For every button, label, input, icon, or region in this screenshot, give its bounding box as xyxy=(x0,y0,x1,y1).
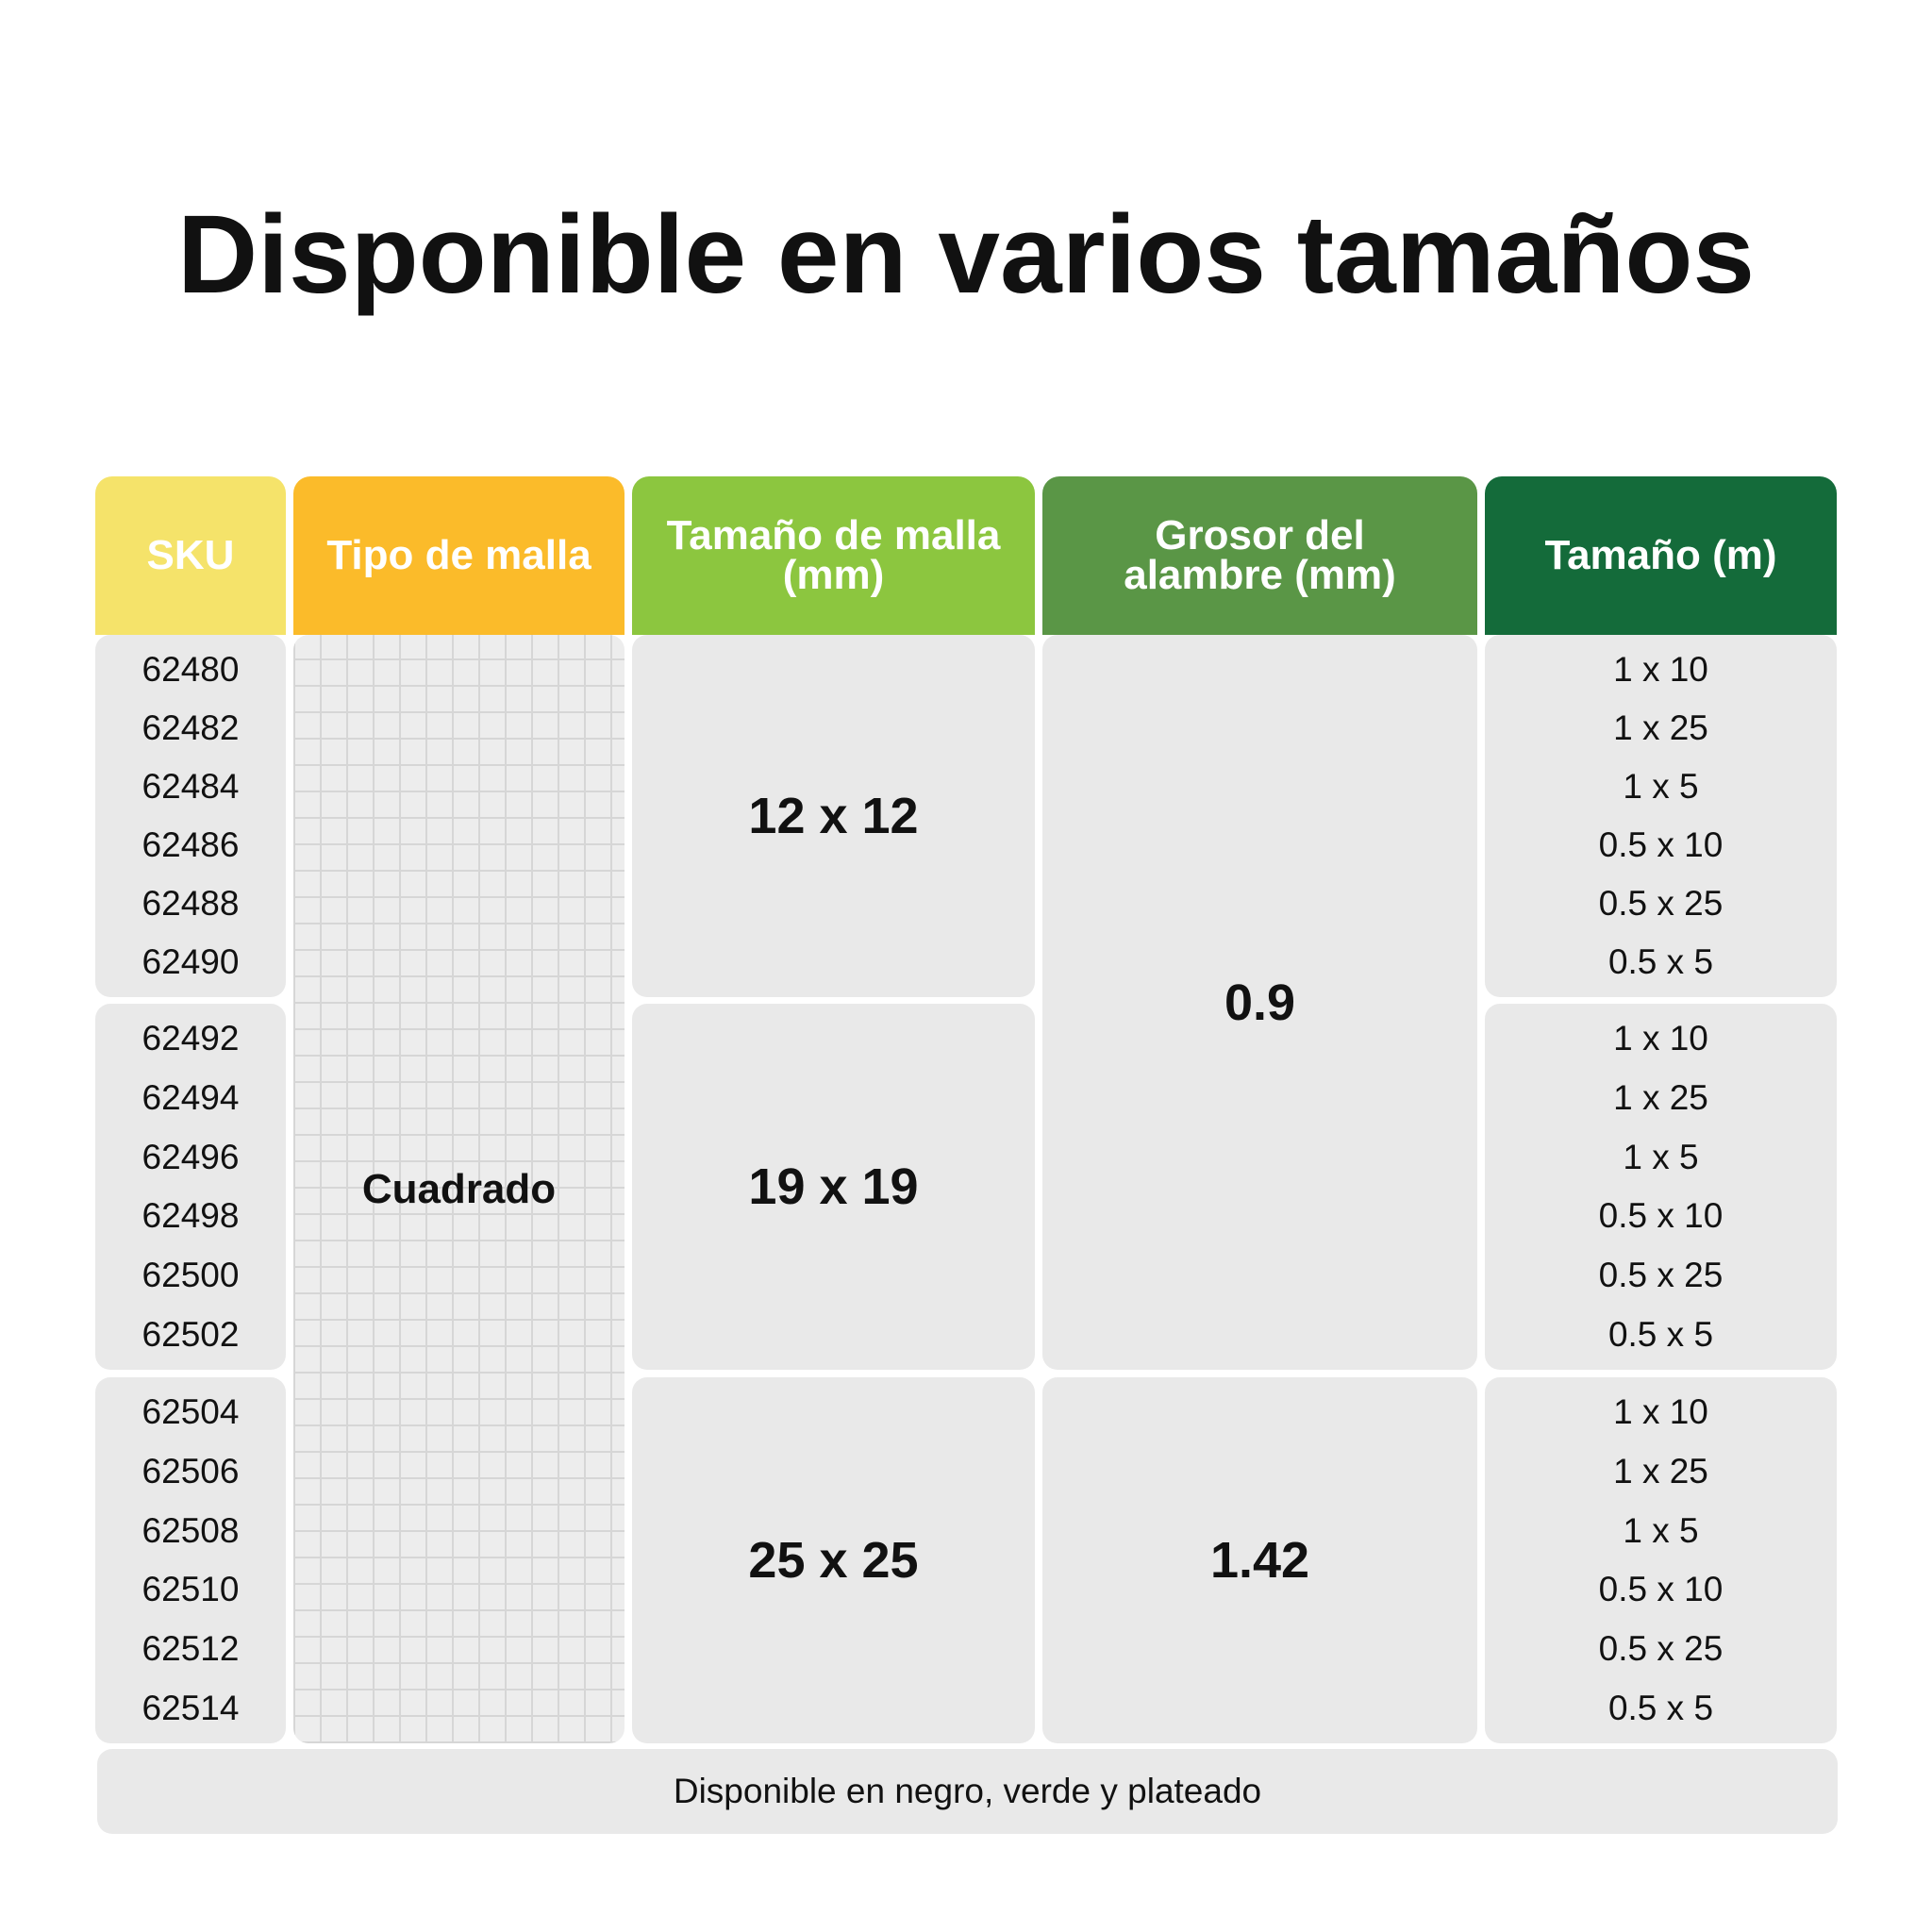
sku: 62502 xyxy=(142,1314,240,1354)
size: 1 x 5 xyxy=(1623,767,1699,806)
column-header: Tamaño (m) xyxy=(1485,476,1837,635)
mesh-size: 19 x 19 xyxy=(748,1158,919,1215)
size: 1 x 10 xyxy=(1613,650,1708,689)
column-header: Grosor del alambre (mm) xyxy=(1042,476,1477,635)
wire-cell: 1.42 xyxy=(1042,1377,1477,1743)
size: 0.5 x 5 xyxy=(1607,1314,1714,1354)
wire-thickness: 1.42 xyxy=(1209,1532,1310,1589)
mesh-size-cell: 12 x 12 xyxy=(632,635,1035,997)
size: 1 x 5 xyxy=(1623,1510,1699,1550)
sku: 62490 xyxy=(142,942,240,981)
sku-group: 62504 62506 62508 62510 62512 62514 xyxy=(95,1377,286,1743)
sku: 62506 xyxy=(142,1451,240,1491)
sku: 62482 xyxy=(142,708,240,747)
mesh-size-cell: 25 x 25 xyxy=(632,1377,1035,1743)
column-header: SKU xyxy=(95,476,286,635)
column-header: Tipo de malla xyxy=(293,476,625,635)
mesh-type: Cuadrado xyxy=(361,1165,557,1212)
size: 0.5 x 5 xyxy=(1607,942,1714,981)
sku: 62484 xyxy=(142,767,240,806)
size: 1 x 25 xyxy=(1613,708,1708,747)
title: Disponible en varios tamaños xyxy=(176,192,1756,317)
size: 0.5 x 25 xyxy=(1598,884,1724,923)
size-group: 1 x 10 1 x 25 1 x 5 0.5 x 10 0.5 x 25 0.5 x 5 xyxy=(1485,1004,1837,1370)
size: 1 x 10 xyxy=(1613,1019,1708,1058)
wire-cell: 0.9 xyxy=(1042,635,1477,1370)
wire-thickness: 0.9 xyxy=(1224,974,1296,1031)
sku: 62492 xyxy=(142,1019,240,1058)
sku: 62480 xyxy=(142,650,240,689)
sku-group: 62480 62482 62484 62486 62488 62490 xyxy=(95,635,286,997)
sku: 62498 xyxy=(142,1196,240,1236)
size: 1 x 25 xyxy=(1613,1451,1708,1491)
column-header: Tamaño de malla (mm) xyxy=(632,476,1035,635)
sku: 62494 xyxy=(142,1077,240,1117)
size: 0.5 x 10 xyxy=(1598,1196,1724,1236)
size: 0.5 x 5 xyxy=(1607,1688,1714,1727)
size: 1 x 5 xyxy=(1623,1137,1699,1176)
sku: 62510 xyxy=(142,1570,240,1609)
size-group: 1 x 10 1 x 25 1 x 5 0.5 x 10 0.5 x 25 0.5 x 5 xyxy=(1485,635,1837,997)
size: 0.5 x 25 xyxy=(1598,1255,1724,1294)
sku: 62514 xyxy=(142,1688,240,1727)
size: 0.5 x 25 xyxy=(1598,1628,1724,1668)
sku: 62488 xyxy=(142,884,240,923)
mesh-size: 12 x 12 xyxy=(748,788,919,844)
sku: 62504 xyxy=(142,1392,240,1432)
sku: 62496 xyxy=(142,1137,240,1176)
size: 0.5 x 10 xyxy=(1598,825,1724,864)
mesh-size: 25 x 25 xyxy=(748,1532,919,1589)
size: 1 x 10 xyxy=(1613,1392,1708,1432)
sku: 62508 xyxy=(142,1510,240,1550)
size: 0.5 x 10 xyxy=(1598,1570,1724,1609)
sku: 62500 xyxy=(142,1255,240,1294)
mesh-size-cell: 19 x 19 xyxy=(632,1004,1035,1370)
footer-note: Disponible en negro, verde y plateado xyxy=(97,1749,1838,1834)
size: 1 x 25 xyxy=(1613,1077,1708,1117)
sku: 62512 xyxy=(142,1628,240,1668)
mesh-type-cell: Cuadrado xyxy=(293,635,625,1743)
size-group: 1 x 10 1 x 25 1 x 5 0.5 x 10 0.5 x 25 0.5 x 5 xyxy=(1485,1377,1837,1743)
sku: 62486 xyxy=(142,825,240,864)
sku-group: 62492 62494 62496 62498 62500 62502 xyxy=(95,1004,286,1370)
